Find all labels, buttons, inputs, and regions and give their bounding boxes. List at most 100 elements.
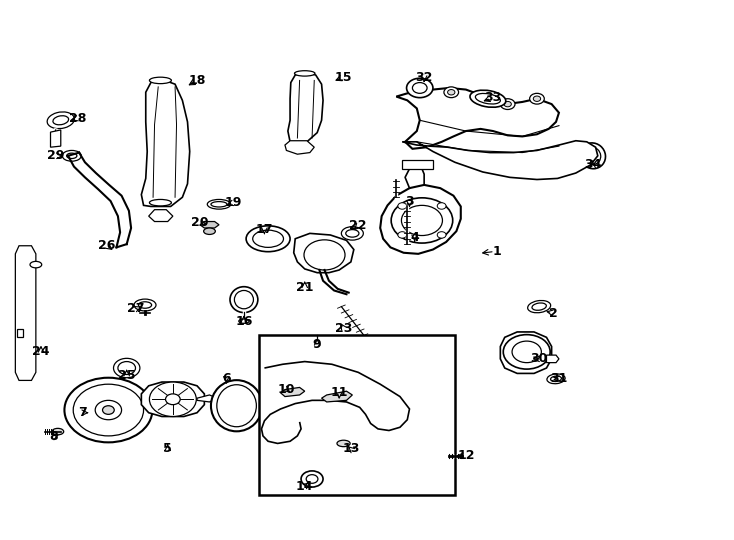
- Circle shape: [413, 83, 427, 93]
- Circle shape: [530, 93, 545, 104]
- Text: 20: 20: [192, 216, 208, 229]
- Text: 30: 30: [531, 353, 548, 366]
- Polygon shape: [142, 79, 189, 206]
- Ellipse shape: [207, 199, 230, 209]
- Circle shape: [391, 198, 453, 243]
- Ellipse shape: [246, 226, 290, 252]
- Circle shape: [306, 475, 318, 483]
- Polygon shape: [200, 221, 219, 228]
- Circle shape: [118, 362, 136, 375]
- Ellipse shape: [47, 112, 74, 129]
- Text: 14: 14: [296, 480, 313, 493]
- Circle shape: [398, 232, 407, 238]
- Polygon shape: [294, 233, 354, 273]
- Circle shape: [304, 240, 345, 270]
- Circle shape: [512, 341, 542, 363]
- Circle shape: [398, 202, 407, 209]
- Polygon shape: [285, 141, 314, 154]
- Text: 5: 5: [164, 442, 172, 455]
- Polygon shape: [396, 88, 559, 149]
- Ellipse shape: [476, 93, 501, 104]
- Circle shape: [301, 471, 323, 487]
- Text: 25: 25: [118, 368, 136, 382]
- Text: 6: 6: [222, 372, 230, 386]
- Text: 29: 29: [47, 150, 65, 163]
- Text: 21: 21: [296, 281, 313, 294]
- Text: 27: 27: [128, 302, 145, 315]
- Polygon shape: [15, 246, 36, 380]
- Text: 11: 11: [330, 386, 348, 399]
- Polygon shape: [402, 141, 597, 179]
- Bar: [17, 329, 23, 338]
- Text: 3: 3: [405, 194, 414, 207]
- Text: 18: 18: [189, 74, 206, 87]
- Circle shape: [501, 99, 515, 110]
- Ellipse shape: [62, 151, 81, 161]
- Ellipse shape: [234, 291, 253, 309]
- Ellipse shape: [217, 384, 256, 427]
- Ellipse shape: [150, 199, 172, 206]
- Ellipse shape: [532, 303, 546, 310]
- Ellipse shape: [211, 201, 227, 207]
- Text: 10: 10: [277, 383, 295, 396]
- Ellipse shape: [150, 77, 172, 84]
- Text: 24: 24: [32, 346, 50, 359]
- Ellipse shape: [470, 90, 506, 107]
- Text: 13: 13: [342, 442, 360, 455]
- Circle shape: [504, 102, 512, 107]
- Text: 19: 19: [225, 196, 242, 209]
- Circle shape: [407, 78, 433, 98]
- Circle shape: [444, 87, 459, 98]
- Text: 9: 9: [313, 338, 321, 351]
- Polygon shape: [261, 362, 410, 443]
- Bar: [258, 335, 455, 495]
- Ellipse shape: [52, 428, 64, 435]
- Ellipse shape: [30, 261, 42, 268]
- Ellipse shape: [139, 302, 152, 308]
- Text: 15: 15: [335, 71, 352, 84]
- Text: 33: 33: [484, 91, 501, 104]
- Text: 12: 12: [457, 449, 475, 462]
- Circle shape: [73, 384, 144, 436]
- Polygon shape: [402, 160, 433, 168]
- Ellipse shape: [203, 228, 215, 234]
- Circle shape: [437, 202, 446, 209]
- Text: 17: 17: [255, 223, 273, 236]
- Text: 28: 28: [69, 112, 87, 125]
- Polygon shape: [501, 332, 552, 374]
- Polygon shape: [142, 382, 204, 416]
- Text: 8: 8: [49, 430, 58, 443]
- Ellipse shape: [134, 299, 156, 311]
- Ellipse shape: [230, 287, 258, 313]
- Text: 32: 32: [415, 71, 433, 84]
- Polygon shape: [547, 355, 559, 363]
- Polygon shape: [149, 210, 173, 221]
- Ellipse shape: [341, 227, 363, 240]
- Ellipse shape: [337, 440, 350, 447]
- Ellipse shape: [67, 153, 77, 159]
- Polygon shape: [51, 130, 61, 147]
- Circle shape: [114, 359, 140, 377]
- Text: 7: 7: [79, 406, 87, 419]
- Ellipse shape: [294, 71, 315, 76]
- Circle shape: [437, 232, 446, 238]
- Ellipse shape: [211, 380, 262, 431]
- Ellipse shape: [252, 230, 283, 247]
- Text: 34: 34: [584, 158, 601, 172]
- Ellipse shape: [584, 147, 600, 164]
- Ellipse shape: [550, 376, 562, 382]
- Ellipse shape: [528, 300, 550, 313]
- Text: 26: 26: [98, 239, 116, 252]
- Circle shape: [103, 406, 115, 414]
- Circle shape: [166, 394, 180, 404]
- Text: 22: 22: [349, 219, 367, 232]
- Ellipse shape: [547, 374, 565, 384]
- Text: 4: 4: [410, 231, 419, 244]
- Text: 23: 23: [335, 322, 352, 335]
- Circle shape: [504, 335, 550, 369]
- Ellipse shape: [580, 143, 606, 168]
- Circle shape: [401, 205, 443, 235]
- Polygon shape: [280, 387, 305, 396]
- Text: 1: 1: [493, 245, 502, 258]
- Polygon shape: [380, 185, 461, 254]
